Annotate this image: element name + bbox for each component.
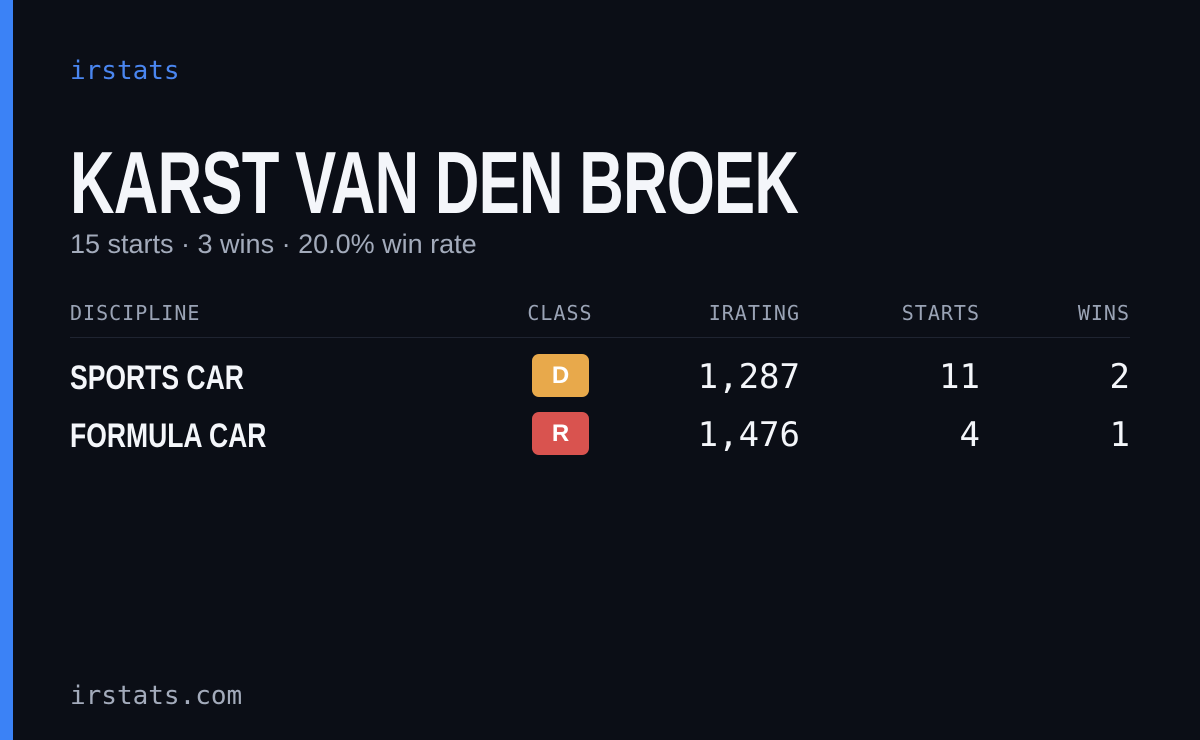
header-rule bbox=[70, 337, 1130, 338]
column-header: STARTS bbox=[901, 301, 980, 325]
column-header: DISCIPLINE bbox=[70, 301, 201, 325]
stat-value: 4 bbox=[959, 415, 980, 455]
driver-name: KARST VAN DEN BROEK bbox=[70, 133, 799, 232]
stat-value: 11 bbox=[939, 357, 980, 397]
stat-value: 1,287 bbox=[697, 357, 800, 397]
stat-value: 2 bbox=[1109, 357, 1130, 397]
footer: irstats.com bbox=[70, 681, 243, 711]
discipline: SPORTS CAR bbox=[70, 359, 244, 397]
column-header: WINS bbox=[1077, 301, 1130, 325]
brand: irstats bbox=[70, 56, 180, 86]
column-header: IRATING bbox=[708, 301, 800, 325]
stat-value: 1,476 bbox=[697, 415, 800, 455]
discipline: FORMULA CAR bbox=[70, 417, 267, 455]
driver-summary: 15 starts · 3 wins · 20.0% win rate bbox=[70, 229, 477, 259]
accent-bar bbox=[0, 0, 13, 740]
column-header: CLASS bbox=[527, 301, 593, 325]
stat-value: 1 bbox=[1109, 415, 1130, 455]
class-badge: D bbox=[532, 354, 589, 397]
class-badge: R bbox=[532, 412, 589, 455]
